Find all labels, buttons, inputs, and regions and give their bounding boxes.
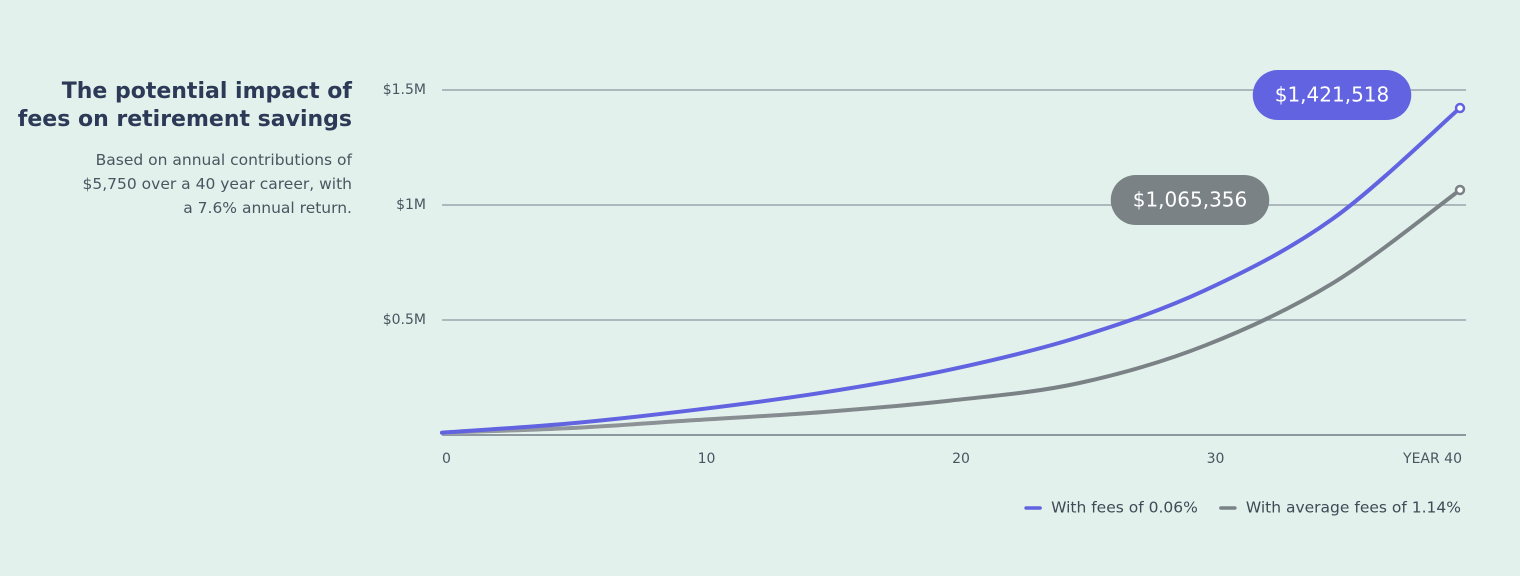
chart-title: The potential impact of fees on retireme… — [17, 79, 352, 132]
bubble-bg — [1252, 70, 1412, 121]
x-tick-label: 30 — [1207, 451, 1225, 467]
legend-label: With fees of 0.06% — [1051, 499, 1198, 517]
y-tick-label: $0.5M — [383, 312, 426, 328]
bubble-bg — [1110, 174, 1270, 225]
value-label: $1,421,518 — [1275, 83, 1390, 107]
value-bubble: $1,421,518 — [1252, 70, 1412, 121]
end-point — [1454, 184, 1466, 196]
legend-label: With average fees of 1.14% — [1246, 499, 1461, 517]
x-tick-label: YEAR 40 — [1402, 451, 1462, 467]
series-line — [440, 106, 1462, 435]
line-fade — [439, 187, 1463, 436]
x-tick-label: 10 — [698, 451, 716, 467]
value-bubble: $1,065,356 — [1110, 174, 1270, 225]
y-tick-label: $1M — [396, 197, 426, 213]
x-tick-label: 20 — [952, 451, 970, 467]
value-label: $1,065,356 — [1133, 187, 1248, 211]
chart-subtitle: Based on annual contributions of $5,750 … — [82, 151, 352, 217]
y-tick-label: $1.5M — [383, 82, 426, 98]
end-point — [1454, 102, 1466, 114]
x-tick-label: 0 — [442, 451, 451, 467]
series-line — [440, 187, 1462, 435]
